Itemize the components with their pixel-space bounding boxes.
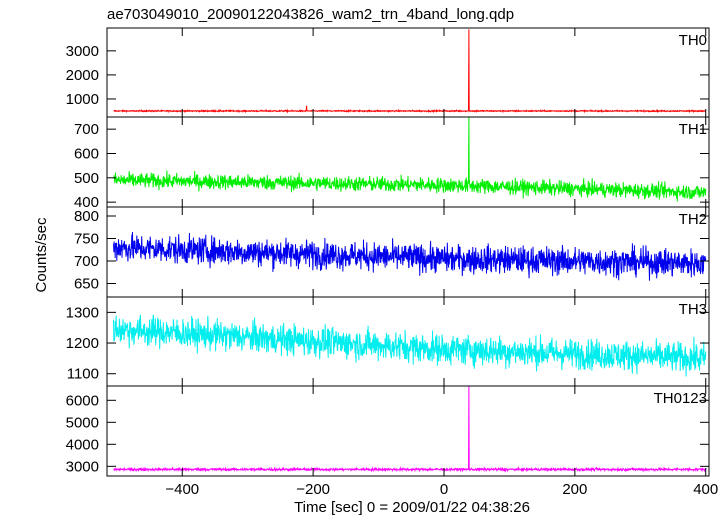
th1-y-tick-label: 400 xyxy=(74,194,99,211)
th0123-y-tick-label: 6000 xyxy=(66,392,99,409)
th0-y-tick-label: 1000 xyxy=(66,91,99,108)
th0-y-tick-label: 2000 xyxy=(66,67,99,84)
th0123-y-tick-label: 5000 xyxy=(66,414,99,431)
th1-y-tick-label: 500 xyxy=(74,170,99,187)
th1-series-line xyxy=(113,117,707,202)
x-tick-label: 200 xyxy=(562,481,587,498)
th1-y-tick-label: 600 xyxy=(74,145,99,162)
th3-series-line xyxy=(113,314,707,377)
th0123-y-tick-label: 3000 xyxy=(66,458,99,475)
th3-y-tick-label: 1100 xyxy=(67,366,99,383)
x-axis-label: Time [sec] 0 = 2009/01/22 04:38:26 xyxy=(294,499,530,516)
th3-y-tick-label: 1200 xyxy=(66,335,99,352)
th0-panel-frame xyxy=(106,27,710,118)
th1-panel-name: TH1 xyxy=(679,121,707,138)
th0-panel-name: TH0 xyxy=(679,32,707,49)
chart-title: ae703049010_20090122043826_wam2_trn_4ban… xyxy=(107,6,514,23)
th0123-series-line xyxy=(113,386,707,473)
th2-y-tick-label: 750 xyxy=(74,231,99,248)
th2-y-tick-label: 700 xyxy=(74,253,99,270)
x-tick-label: 0 xyxy=(440,481,448,498)
x-tick-label: −200 xyxy=(296,481,330,498)
th0123-y-tick-label: 4000 xyxy=(66,436,99,453)
x-tick-label: 400 xyxy=(693,481,718,498)
th2-panel-name: TH2 xyxy=(679,211,707,228)
x-tick-label: −400 xyxy=(165,481,199,498)
th2-y-tick-label: 650 xyxy=(74,276,99,293)
th0-y-tick-label: 3000 xyxy=(66,43,99,60)
th3-panel-name: TH3 xyxy=(679,301,707,318)
th0-series-line xyxy=(113,29,706,114)
th3-y-tick-label: 1300 xyxy=(66,304,99,321)
th1-panel-frame xyxy=(106,116,710,208)
th2-series-line xyxy=(113,231,707,281)
th2-y-tick-label: 800 xyxy=(74,208,99,225)
th1-y-tick-label: 700 xyxy=(74,121,99,138)
y-axis-label: Counts/sec xyxy=(33,217,50,293)
th0123-panel-name: TH0123 xyxy=(654,390,707,407)
th0123-panel-frame xyxy=(106,385,710,477)
